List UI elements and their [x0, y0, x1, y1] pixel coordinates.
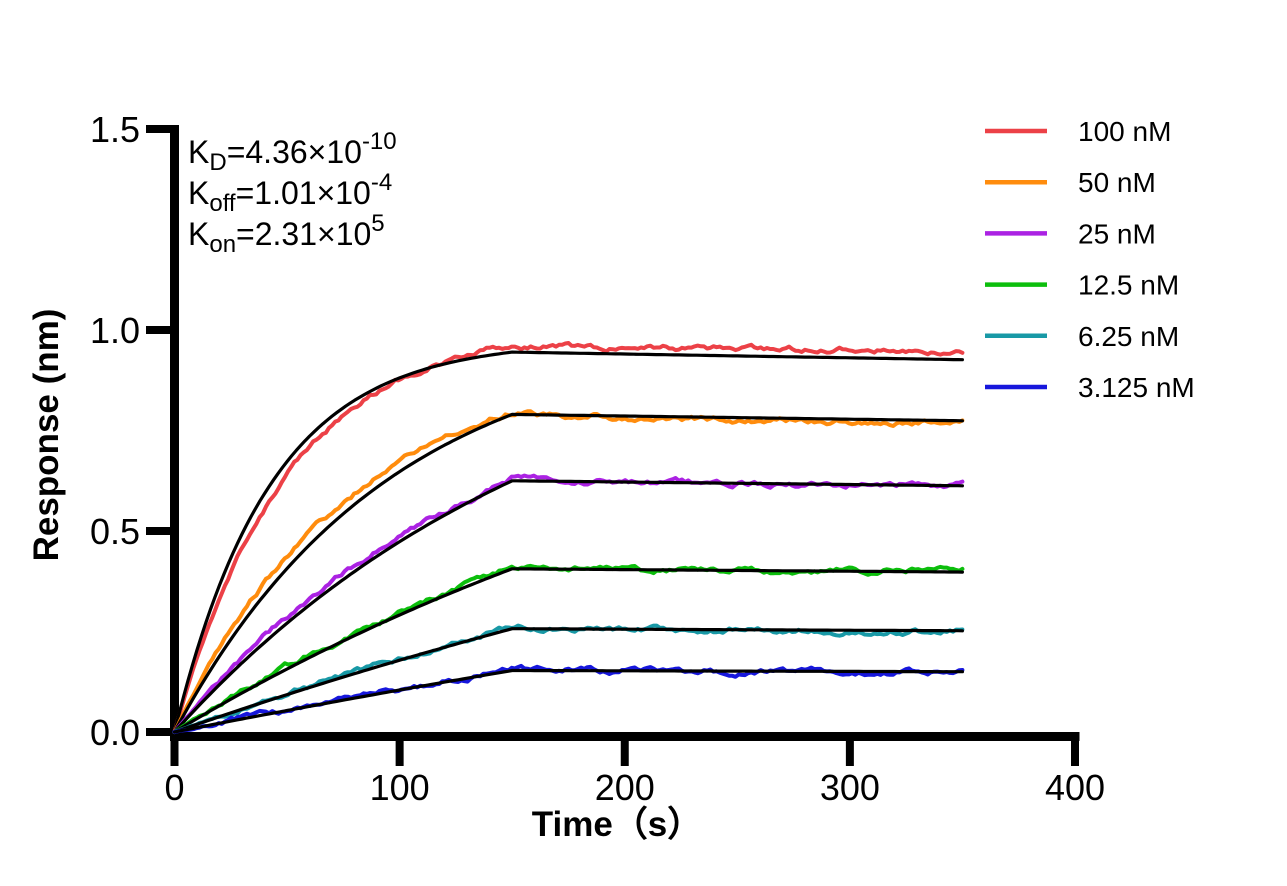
- legend-label: 3.125 nM: [1078, 372, 1195, 403]
- series-12-5-nm-fit-curve: [172, 567, 964, 734]
- legend-item-50-nm: 50 nM: [985, 167, 1156, 198]
- legend-item-3-125-nm: 3.125 nM: [985, 372, 1195, 403]
- legend: 100 nM 50 nM 25 nM 12.5 nM 6.25 nM 3.125 nM: [985, 116, 1195, 403]
- x-tick-label: 400: [1045, 767, 1105, 808]
- y-tick-label: 0.0: [90, 712, 140, 753]
- series-100-nm-data-curve: [172, 341, 965, 734]
- series-6-25-nm-fit-curve: [172, 627, 964, 734]
- axes: 0.0 0.5 1.0 1.5 0 100 200 300 400: [90, 109, 1105, 808]
- series-50-nm-data-curve: [172, 409, 965, 734]
- x-axis-title: Time（s）: [532, 805, 703, 844]
- y-tick-label: 1.5: [90, 109, 140, 150]
- series-25-nm-fit-curve: [172, 479, 964, 734]
- y-tick-label: 0.5: [90, 511, 140, 552]
- series-3-125-nm-fit-curve: [172, 668, 964, 734]
- x-tick-label: 300: [820, 767, 880, 808]
- x-tick-label: 0: [164, 767, 184, 808]
- legend-label: 25 nM: [1078, 218, 1156, 249]
- legend-item-25-nm: 25 nM: [985, 218, 1156, 249]
- kinetics-line: KD=4.36×10-10: [188, 128, 397, 176]
- legend-item-12-5-nm: 12.5 nM: [985, 270, 1179, 301]
- legend-label: 50 nM: [1078, 167, 1156, 198]
- kinetics-line: Koff=1.01×10-4: [188, 169, 392, 217]
- legend-item-6-25-nm: 6.25 nM: [985, 321, 1179, 352]
- x-tick-label: 200: [595, 767, 655, 808]
- legend-label: 12.5 nM: [1078, 270, 1179, 301]
- legend-label: 6.25 nM: [1078, 321, 1179, 352]
- legend-item-100-nm: 100 nM: [985, 116, 1171, 147]
- x-tick-label: 100: [370, 767, 430, 808]
- legend-label: 100 nM: [1078, 116, 1171, 147]
- kinetics-line: Kon=2.31×105: [188, 210, 385, 258]
- sensorgram-curves: [172, 341, 965, 734]
- series-50-nm-fit-curve: [172, 412, 964, 734]
- y-axis-title: Response (nm): [27, 309, 66, 562]
- series-100-nm-fit-curve: [172, 350, 964, 734]
- y-tick-label: 1.0: [90, 310, 140, 351]
